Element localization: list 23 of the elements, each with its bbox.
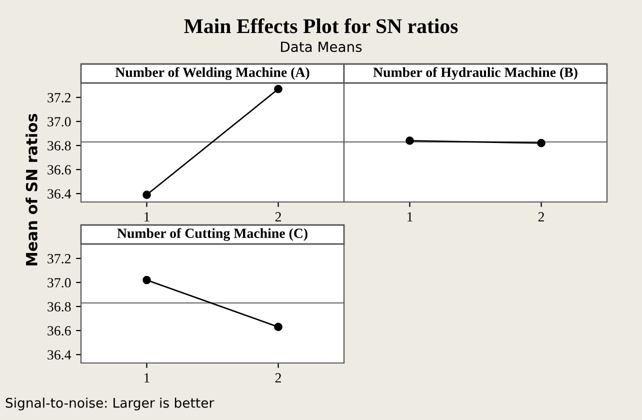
x-tick-label: 2 [275, 212, 281, 222]
x-tick-label: 1 [408, 212, 412, 222]
x-tick-label: 2 [538, 212, 544, 222]
text: Signal-to-noise: Larger is better [6, 398, 214, 410]
y-tick-label: 36.4 [48, 189, 72, 199]
y-tick-label: 37.2 [48, 93, 71, 102]
text: Mean of SN ratios [26, 114, 38, 266]
text: Data Means [281, 42, 362, 52]
y-tick-label: 37.0 [48, 278, 71, 288]
chart-title: Number of Cutting Machine (C) [117, 228, 308, 241]
y-tick-label: 36.6 [48, 165, 71, 175]
text: Main Effects Plot for SN ratios [184, 18, 458, 34]
x-tick-label: 2 [275, 373, 281, 382]
x-tick-label: 1 [144, 373, 150, 382]
x-tick-label: 1 [144, 212, 150, 222]
y-tick-label: 37.0 [48, 117, 71, 126]
chart-title: Number of Welding Machine (A) [115, 67, 310, 80]
y-tick-label: 36.4 [48, 350, 72, 360]
y-tick-label: 36.8 [48, 141, 71, 151]
y-tick-label: 36.6 [48, 326, 71, 336]
y-tick-label: 36.8 [48, 302, 71, 312]
chart-title: Number of Hydraulic Machine (B) [373, 67, 578, 80]
y-tick-label: 37.2 [48, 254, 71, 264]
